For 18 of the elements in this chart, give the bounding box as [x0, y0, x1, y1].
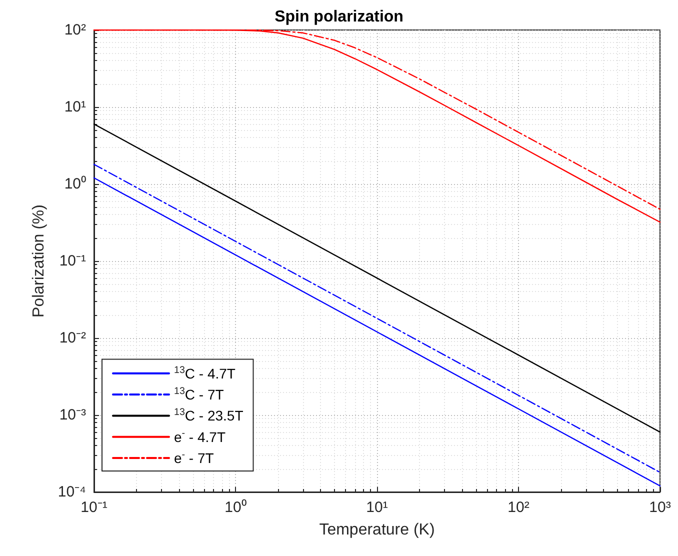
y-tick-label: 10⁻¹	[59, 252, 86, 270]
y-tick-label: 10⁻³	[59, 406, 86, 424]
x-tick-label: 10⁰	[224, 499, 246, 516]
x-tick-label: 10¹	[366, 499, 388, 516]
line-series	[93, 123, 661, 433]
x-tick-label: 10⁻¹	[80, 499, 108, 516]
y-tick-label: 10⁰	[64, 176, 86, 192]
x-axis-title: Temperature (K)	[319, 522, 435, 538]
y-axis-title: Polarization (%)	[30, 204, 48, 318]
y-tick-label: 10⁻²	[59, 330, 86, 346]
y-tick-label: 10⁻⁴	[58, 484, 86, 500]
y-tick-label: 10²	[64, 22, 86, 38]
legend-label: e- - 7T	[174, 449, 214, 466]
x-tick-label: 10³	[649, 499, 671, 516]
y-tick-label: 10¹	[64, 98, 86, 116]
x-tick-label: 10²	[508, 499, 530, 516]
chart-title: Spin polarization	[274, 8, 404, 26]
legend-label: e- - 4.7T	[174, 428, 226, 445]
